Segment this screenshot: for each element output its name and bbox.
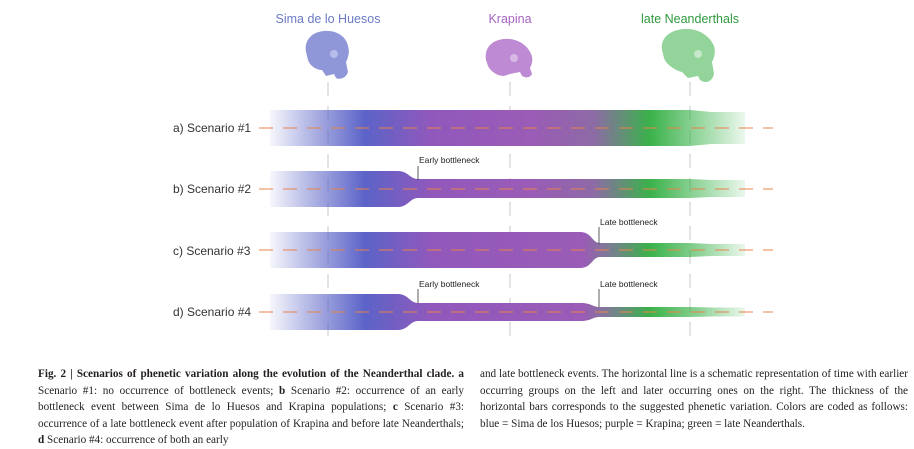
scenarios-figure: Sima de lo Huesos Krapina late Neanderth… <box>173 12 773 346</box>
krapina-skull-icon <box>485 38 533 78</box>
caption-right-column: and late bottleneck events. The horizont… <box>480 366 908 432</box>
scenario-d-label: d) Scenario #4 <box>173 305 251 319</box>
caption-c-text: Scenario #3: occurrence of a late bottle… <box>38 401 465 430</box>
group-label-sima: Sima de lo Huesos <box>276 12 381 26</box>
scenario-b-early-bottleneck-label: Early bottleneck <box>419 155 480 165</box>
scenario-c-late-bottleneck-label: Late bottleneck <box>600 217 658 227</box>
caption-b-text: Scenario #2: occurrence of an early bott… <box>38 384 464 414</box>
scenario-d-early-bottleneck-label: Early bottleneck <box>419 279 480 289</box>
caption-right-text: and late bottleneck events. The horizont… <box>480 368 908 430</box>
sima-skull-icon <box>305 30 349 79</box>
scenario-d: d) Scenario #4 Early bottleneck Late bot… <box>173 279 773 330</box>
caption-title: Fig. 2 | Scenarios of phenetic variation… <box>38 368 455 380</box>
caption-a-text: Scenario #1: no occurrence of bottleneck… <box>38 384 274 397</box>
caption-a-letter: a <box>458 368 464 380</box>
group-label-krapina: Krapina <box>488 12 531 26</box>
scenario-a: a) Scenario #1 <box>173 110 773 146</box>
caption-d-letter: d <box>38 434 45 447</box>
caption-b-letter: b <box>279 384 286 397</box>
caption-left-column: Fig. 2 | Scenarios of phenetic variation… <box>38 366 464 449</box>
group-label-late-neanderthals: late Neanderthals <box>641 12 739 26</box>
scenario-b-label: b) Scenario #2 <box>173 182 251 196</box>
scenario-b: b) Scenario #2 Early bottleneck <box>173 155 773 207</box>
scenario-a-label: a) Scenario #1 <box>173 121 251 135</box>
scenario-c: c) Scenario #3 Late bottleneck <box>173 217 773 268</box>
late-neanderthal-skull-icon <box>661 28 715 82</box>
caption-d-text: Scenario #4: occurrence of both an early <box>47 434 229 447</box>
scenario-d-late-bottleneck-label: Late bottleneck <box>600 279 658 289</box>
scenario-c-label: c) Scenario #3 <box>173 244 251 258</box>
caption-c-letter: c <box>392 401 398 414</box>
